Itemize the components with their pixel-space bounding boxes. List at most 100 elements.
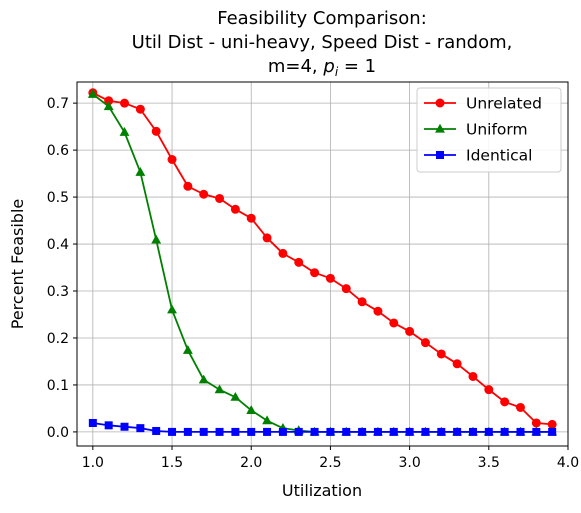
point-identical-24 xyxy=(468,427,477,436)
point-uniform-8 xyxy=(214,384,225,394)
point-unrelated-7 xyxy=(199,189,209,199)
legend-label-identical: Identical xyxy=(466,147,532,165)
point-unrelated-29 xyxy=(547,419,557,429)
point-uniform-1 xyxy=(103,101,114,111)
y-tick-label-5: 0.5 xyxy=(47,190,69,206)
point-unrelated-11 xyxy=(262,233,272,243)
point-uniform-7 xyxy=(198,374,209,384)
y-tick-label-6: 0.6 xyxy=(47,143,69,159)
point-unrelated-9 xyxy=(230,204,240,214)
point-identical-0 xyxy=(88,418,97,427)
point-identical-12 xyxy=(278,427,287,436)
point-identical-26 xyxy=(500,427,509,436)
point-identical-15 xyxy=(326,427,335,436)
point-identical-18 xyxy=(373,427,382,436)
chart-title: Feasibility Comparison: Util Dist - uni-… xyxy=(132,8,513,79)
point-unrelated-8 xyxy=(215,193,225,203)
series-line-identical xyxy=(92,422,553,433)
x-tick-label-6: 4.0 xyxy=(557,455,579,471)
point-identical-21 xyxy=(421,427,430,436)
point-identical-27 xyxy=(516,427,525,436)
point-unrelated-15 xyxy=(325,273,335,283)
point-identical-6 xyxy=(183,427,192,436)
point-identical-13 xyxy=(294,427,303,436)
legend-label-uniform: Uniform xyxy=(466,121,528,139)
point-uniform-11 xyxy=(262,415,273,425)
x-tick-label-1: 1.5 xyxy=(161,455,183,471)
point-identical-9 xyxy=(231,427,240,436)
point-identical-4 xyxy=(152,426,161,435)
y-tick-label-2: 0.2 xyxy=(47,331,69,347)
point-identical-20 xyxy=(405,427,414,436)
point-unrelated-27 xyxy=(515,402,525,412)
point-uniform-3 xyxy=(135,166,146,176)
y-tick-label-4: 0.4 xyxy=(47,237,69,253)
x-tick-label-2: 2.0 xyxy=(240,455,262,471)
point-unrelated-17 xyxy=(357,297,367,307)
legend-marker-identical xyxy=(436,151,444,159)
point-unrelated-23 xyxy=(452,359,462,369)
point-unrelated-2 xyxy=(120,98,130,108)
point-identical-7 xyxy=(199,427,208,436)
point-unrelated-10 xyxy=(246,213,256,223)
point-identical-3 xyxy=(136,424,145,433)
title-line-3: m=4, pi = 1 xyxy=(268,56,376,79)
point-identical-29 xyxy=(548,427,557,436)
point-unrelated-19 xyxy=(389,318,399,328)
x-tick-label-0: 1.0 xyxy=(82,455,104,471)
point-identical-22 xyxy=(437,427,446,436)
point-unrelated-24 xyxy=(468,371,478,381)
y-tick-label-1: 0.1 xyxy=(47,378,69,394)
point-unrelated-21 xyxy=(420,338,430,348)
title-line-3-var: p xyxy=(322,56,334,77)
point-unrelated-4 xyxy=(151,126,161,136)
point-uniform-9 xyxy=(230,391,241,401)
legend-box xyxy=(416,87,562,173)
series-unrelated xyxy=(88,88,557,429)
title-line-3-sub: i xyxy=(335,65,339,79)
legend: Unrelated Uniform Identical xyxy=(416,87,562,173)
point-identical-5 xyxy=(168,427,177,436)
x-axis-label: Utilization xyxy=(282,481,362,500)
legend-marker-unrelated xyxy=(435,98,445,108)
series-layer xyxy=(87,88,558,436)
x-tick-label-5: 3.5 xyxy=(478,455,500,471)
x-tick-label-4: 3.0 xyxy=(398,455,420,471)
legend-label-unrelated: Unrelated xyxy=(466,95,542,113)
plot-area-frame xyxy=(76,81,569,447)
point-identical-23 xyxy=(453,427,462,436)
point-unrelated-26 xyxy=(500,397,510,407)
x-tick-label-3: 2.5 xyxy=(319,455,341,471)
point-identical-16 xyxy=(342,427,351,436)
title-line-3-suffix: = 1 xyxy=(338,56,376,77)
point-identical-25 xyxy=(484,427,493,436)
y-tick-label-0: 0.0 xyxy=(47,425,69,441)
point-identical-17 xyxy=(358,427,367,436)
y-tick-label-3: 0.3 xyxy=(47,284,69,300)
point-unrelated-16 xyxy=(341,284,351,294)
point-unrelated-12 xyxy=(278,248,288,258)
y-tick-label-7: 0.7 xyxy=(47,96,69,112)
point-identical-1 xyxy=(104,421,113,430)
point-identical-14 xyxy=(310,427,319,436)
series-identical xyxy=(88,418,557,436)
legend-marker-uniform xyxy=(435,123,445,133)
point-uniform-0 xyxy=(87,89,98,98)
point-unrelated-18 xyxy=(373,306,383,316)
axis-ticks: 1.0 1.5 2.0 2.5 3.0 3.5 4.0 0.0 0.1 0.2 0.3 0.4 0.5 0… xyxy=(47,96,579,471)
title-line-3-prefix: m=4, xyxy=(268,56,324,77)
point-identical-10 xyxy=(247,427,256,436)
point-identical-28 xyxy=(532,427,541,436)
point-identical-8 xyxy=(215,427,224,436)
point-unrelated-28 xyxy=(531,418,541,428)
point-unrelated-5 xyxy=(167,154,177,164)
point-unrelated-25 xyxy=(484,385,494,395)
point-uniform-2 xyxy=(119,127,130,136)
point-unrelated-13 xyxy=(294,257,304,267)
title-line-2: Util Dist - uni-heavy, Speed Dist - rand… xyxy=(132,32,513,53)
point-unrelated-3 xyxy=(135,104,145,114)
point-identical-2 xyxy=(120,422,129,431)
point-uniform-5 xyxy=(167,304,177,314)
